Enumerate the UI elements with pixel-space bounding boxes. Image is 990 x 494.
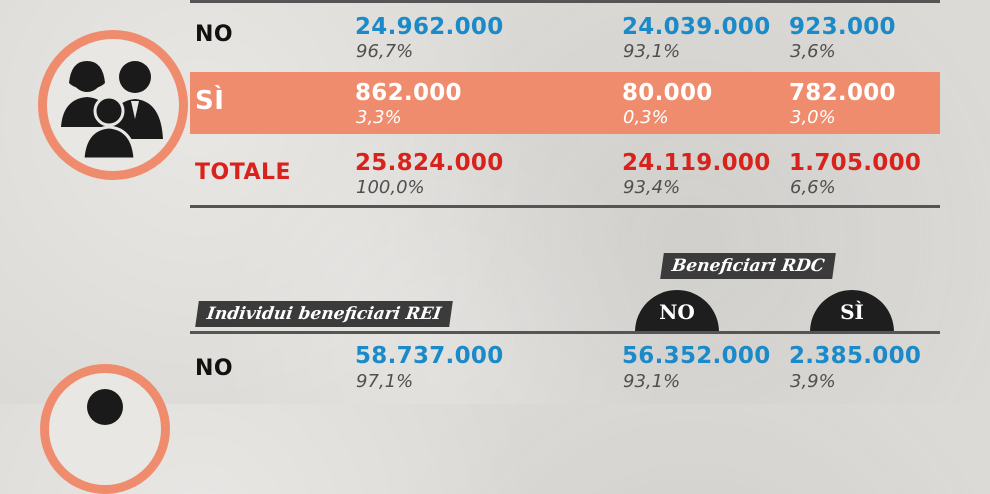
row-label-si: SÌ: [195, 86, 225, 116]
row-label-no: NO: [195, 22, 234, 47]
rdc-no-pct: 93,4%: [623, 177, 681, 198]
total-value: 862.000: [355, 80, 462, 106]
row-label-totale: TOTALE: [195, 160, 292, 185]
rdc-si-value: 782.000: [789, 80, 896, 106]
rdc-si-pct: 6,6%: [790, 177, 836, 198]
rdc-si-pct: 3,9%: [790, 371, 836, 392]
total-value: 25.824.000: [355, 150, 504, 176]
rdc-no-value: 24.119.000: [622, 150, 771, 176]
rdc-no-value: 24.039.000: [622, 14, 771, 40]
top-rule: [190, 0, 940, 3]
rdc-no-value: 80.000: [622, 80, 713, 106]
rei-header-tag: Individui beneficiari REI: [195, 301, 453, 327]
person-icon-circle: [40, 364, 170, 494]
total-pct: 3,3%: [356, 107, 402, 128]
total-pct: 100,0%: [356, 177, 425, 198]
rdc-si-column-header: SÌ: [810, 290, 894, 332]
total-value: 58.737.000: [355, 343, 504, 369]
total-value: 24.962.000: [355, 14, 504, 40]
header-rule: [190, 331, 940, 334]
rdc-si-value: 2.385.000: [789, 343, 922, 369]
rdc-no-pct: 93,1%: [623, 41, 681, 62]
section-divider: [190, 205, 940, 208]
rdc-no-value: 56.352.000: [622, 343, 771, 369]
total-pct: 97,1%: [356, 371, 414, 392]
rdc-si-pct: 3,0%: [790, 107, 836, 128]
total-pct: 96,7%: [356, 41, 414, 62]
rdc-no-pct: 0,3%: [623, 107, 669, 128]
rdc-header-tag: Beneficiari RDC: [660, 253, 837, 279]
family-group-icon: [61, 61, 163, 161]
family-icon-circle: [38, 30, 188, 180]
rdc-no-column-header: NO: [635, 290, 719, 332]
row-label-no: NO: [195, 356, 234, 381]
rdc-si-value: 923.000: [789, 14, 896, 40]
rdc-no-pct: 93,1%: [623, 371, 681, 392]
rdc-si-pct: 3,6%: [790, 41, 836, 62]
highlight-band: [190, 72, 940, 134]
rdc-si-value: 1.705.000: [789, 150, 922, 176]
person-icon: [87, 389, 123, 425]
